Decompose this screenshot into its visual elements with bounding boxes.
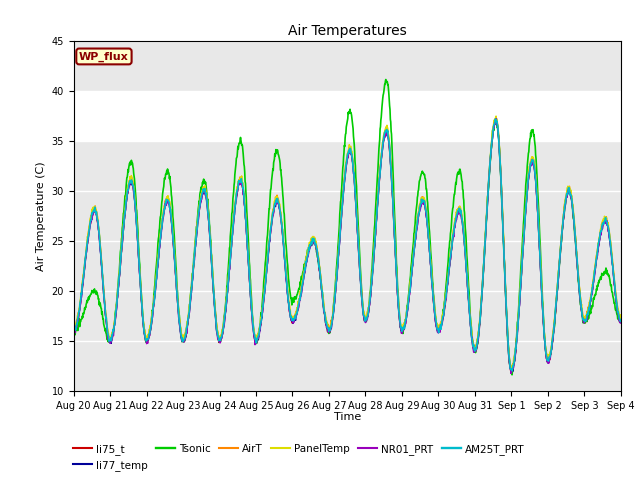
AirT: [70, 325, 77, 331]
AM25T_PRT: [191, 243, 199, 249]
PanelTemp: [553, 294, 561, 300]
NR01_PRT: [504, 336, 512, 341]
Legend: li75_t, li77_temp, Tsonic, AirT, PanelTemp, NR01_PRT, AM25T_PRT: li75_t, li77_temp, Tsonic, AirT, PanelTe…: [69, 439, 529, 475]
Line: li75_t: li75_t: [74, 120, 621, 373]
li75_t: [508, 371, 515, 376]
NR01_PRT: [492, 116, 500, 121]
AM25T_PRT: [617, 319, 625, 324]
Tsonic: [508, 372, 516, 378]
AirT: [253, 335, 260, 341]
li75_t: [492, 117, 499, 122]
li77_temp: [191, 243, 199, 249]
PanelTemp: [617, 316, 625, 322]
AirT: [617, 314, 625, 320]
Line: Tsonic: Tsonic: [74, 80, 621, 375]
li75_t: [617, 318, 625, 324]
li75_t: [178, 338, 186, 344]
PanelTemp: [191, 239, 199, 245]
li77_temp: [508, 369, 515, 374]
li75_t: [504, 337, 512, 343]
Tsonic: [617, 319, 625, 324]
Tsonic: [433, 323, 440, 329]
Tsonic: [553, 297, 561, 302]
AirT: [553, 294, 561, 300]
AirT: [191, 241, 199, 247]
AirT: [178, 334, 186, 340]
PanelTemp: [70, 324, 77, 330]
Tsonic: [382, 77, 390, 83]
AM25T_PRT: [492, 116, 499, 122]
li75_t: [253, 339, 260, 345]
NR01_PRT: [70, 329, 77, 335]
PanelTemp: [504, 333, 512, 339]
Line: AM25T_PRT: AM25T_PRT: [74, 119, 621, 371]
NR01_PRT: [253, 340, 260, 346]
AM25T_PRT: [70, 325, 77, 331]
li75_t: [432, 319, 440, 325]
Line: NR01_PRT: NR01_PRT: [74, 119, 621, 373]
Tsonic: [504, 340, 512, 346]
li75_t: [553, 296, 561, 301]
li77_temp: [492, 116, 499, 122]
PanelTemp: [492, 113, 500, 119]
NR01_PRT: [617, 320, 625, 326]
PanelTemp: [253, 335, 260, 341]
Tsonic: [70, 332, 77, 337]
PanelTemp: [507, 366, 515, 372]
AM25T_PRT: [508, 368, 516, 373]
AirT: [504, 333, 512, 339]
Tsonic: [178, 339, 186, 345]
li75_t: [191, 245, 199, 251]
PanelTemp: [178, 333, 186, 339]
AM25T_PRT: [504, 338, 512, 344]
AM25T_PRT: [553, 295, 561, 301]
Text: WP_flux: WP_flux: [79, 51, 129, 61]
AirT: [432, 317, 440, 323]
NR01_PRT: [191, 245, 199, 251]
Tsonic: [191, 238, 199, 244]
NR01_PRT: [178, 338, 186, 344]
Line: li77_temp: li77_temp: [74, 119, 621, 372]
NR01_PRT: [553, 298, 561, 303]
li77_temp: [617, 318, 625, 324]
X-axis label: Time: Time: [333, 412, 361, 422]
Tsonic: [253, 340, 260, 346]
AM25T_PRT: [178, 335, 186, 341]
AirT: [493, 115, 500, 121]
li77_temp: [504, 337, 512, 343]
Y-axis label: Air Temperature (C): Air Temperature (C): [36, 161, 46, 271]
Line: AirT: AirT: [74, 118, 621, 369]
AM25T_PRT: [253, 339, 260, 345]
PanelTemp: [432, 316, 440, 322]
li77_temp: [553, 298, 561, 303]
Line: PanelTemp: PanelTemp: [74, 116, 621, 369]
li77_temp: [178, 336, 186, 341]
li77_temp: [253, 337, 260, 343]
Title: Air Temperatures: Air Temperatures: [288, 24, 406, 38]
AirT: [508, 366, 515, 372]
NR01_PRT: [432, 324, 440, 329]
li77_temp: [70, 327, 77, 333]
Bar: [74, 91, 621, 141]
li75_t: [70, 328, 77, 334]
AM25T_PRT: [432, 318, 440, 324]
li77_temp: [432, 321, 440, 327]
NR01_PRT: [507, 371, 515, 376]
